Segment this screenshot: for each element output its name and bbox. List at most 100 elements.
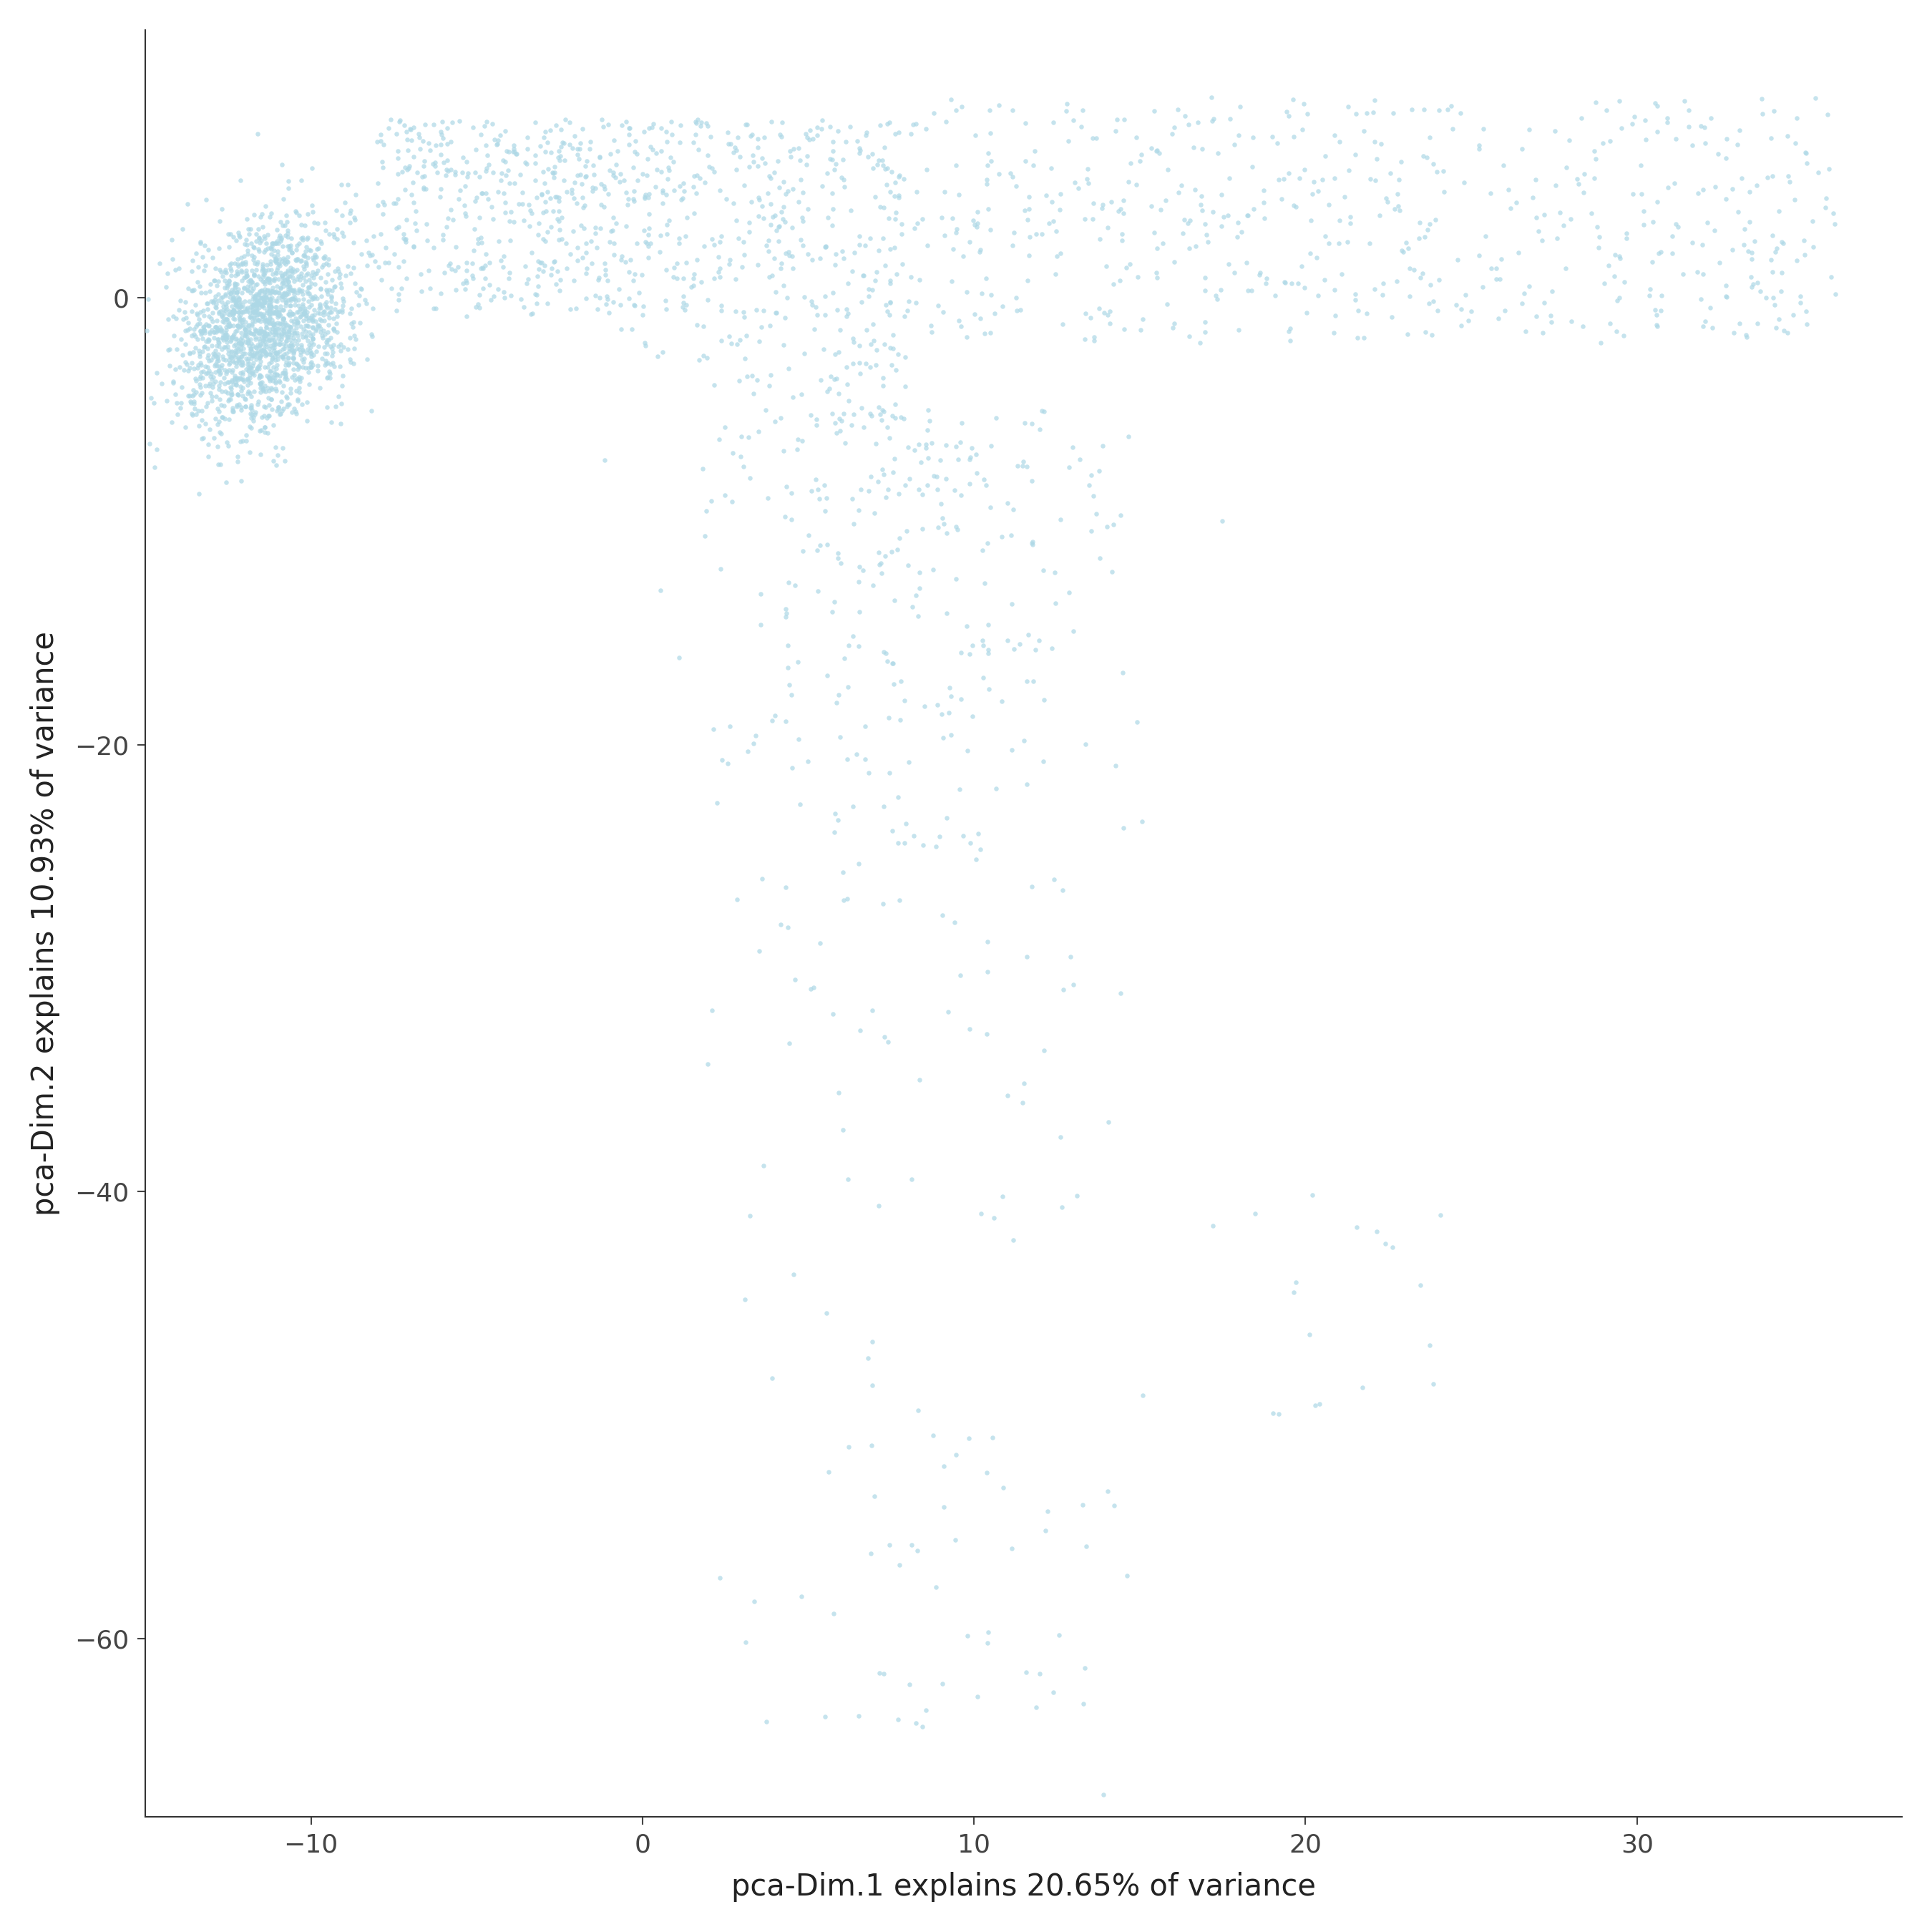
Point (817, 145, 848, 176)
Point (893, 748, 923, 779)
Point (902, 1536, 933, 1567)
Point (236, 367, 267, 398)
Point (1302, 176, 1333, 207)
Point (214, 340, 245, 371)
Point (614, 245, 645, 276)
Point (216, 357, 247, 388)
Point (889, 404, 920, 435)
Point (682, 309, 713, 340)
Point (158, 301, 189, 332)
Point (827, 145, 858, 176)
Point (858, 153, 889, 184)
Point (207, 193, 238, 224)
Point (213, 270, 243, 301)
Point (1034, 209, 1065, 240)
Point (786, 425, 817, 456)
Point (290, 321, 321, 352)
Point (195, 357, 226, 388)
Point (241, 354, 272, 384)
Point (259, 298, 290, 328)
Point (885, 402, 916, 433)
Point (1010, 769, 1041, 800)
Point (247, 338, 278, 369)
Point (844, 348, 875, 379)
Point (1111, 253, 1142, 284)
Point (875, 234, 906, 265)
Point (562, 232, 593, 263)
Point (240, 321, 270, 352)
Point (253, 267, 284, 298)
Point (269, 247, 299, 278)
Point (1213, 249, 1244, 280)
Point (282, 348, 313, 379)
Point (367, 153, 398, 184)
Point (207, 402, 238, 433)
Point (893, 433, 923, 464)
Point (1072, 153, 1103, 184)
Point (412, 209, 442, 240)
Point (280, 197, 311, 228)
Point (257, 298, 288, 328)
Point (570, 238, 601, 269)
Point (158, 321, 189, 352)
Point (286, 245, 317, 276)
Point (193, 346, 224, 377)
Point (889, 164, 920, 195)
Point (547, 224, 578, 255)
Point (267, 261, 298, 292)
Point (224, 290, 255, 321)
Point (1097, 508, 1128, 539)
Point (667, 184, 697, 214)
Point (238, 319, 269, 350)
Point (247, 299, 278, 330)
Point (251, 265, 282, 296)
Point (1157, 311, 1188, 342)
Point (185, 315, 216, 346)
Point (1012, 667, 1043, 697)
Point (240, 315, 270, 346)
Point (1360, 85, 1391, 116)
Point (201, 344, 232, 375)
Point (294, 357, 325, 388)
Point (562, 133, 593, 164)
Point (280, 243, 311, 274)
Point (439, 158, 469, 189)
Point (232, 270, 263, 301)
Point (184, 303, 214, 334)
Point (879, 168, 910, 199)
Point (249, 269, 280, 299)
Point (245, 274, 276, 305)
Point (468, 272, 498, 303)
Point (469, 129, 500, 160)
Point (1323, 205, 1354, 236)
Point (336, 307, 367, 338)
Point (939, 906, 970, 937)
Point (1047, 875, 1078, 906)
Point (811, 483, 842, 514)
Point (201, 305, 232, 336)
Point (1084, 543, 1115, 574)
Point (866, 558, 896, 589)
Point (224, 222, 255, 253)
Point (450, 197, 481, 228)
Point (220, 328, 251, 359)
Point (176, 348, 207, 379)
Point (311, 267, 342, 298)
Point (238, 301, 269, 332)
Point (247, 284, 278, 315)
Point (1142, 135, 1173, 166)
Point (819, 585, 850, 616)
Point (220, 296, 251, 327)
Point (298, 263, 328, 294)
Point (527, 197, 558, 228)
Point (211, 311, 241, 342)
Point (556, 133, 587, 164)
Point (214, 371, 245, 402)
Point (272, 321, 303, 352)
Point (724, 440, 755, 471)
Point (468, 253, 498, 284)
Point (895, 1669, 925, 1700)
Point (321, 317, 352, 348)
Point (1774, 166, 1804, 197)
Point (241, 255, 272, 286)
